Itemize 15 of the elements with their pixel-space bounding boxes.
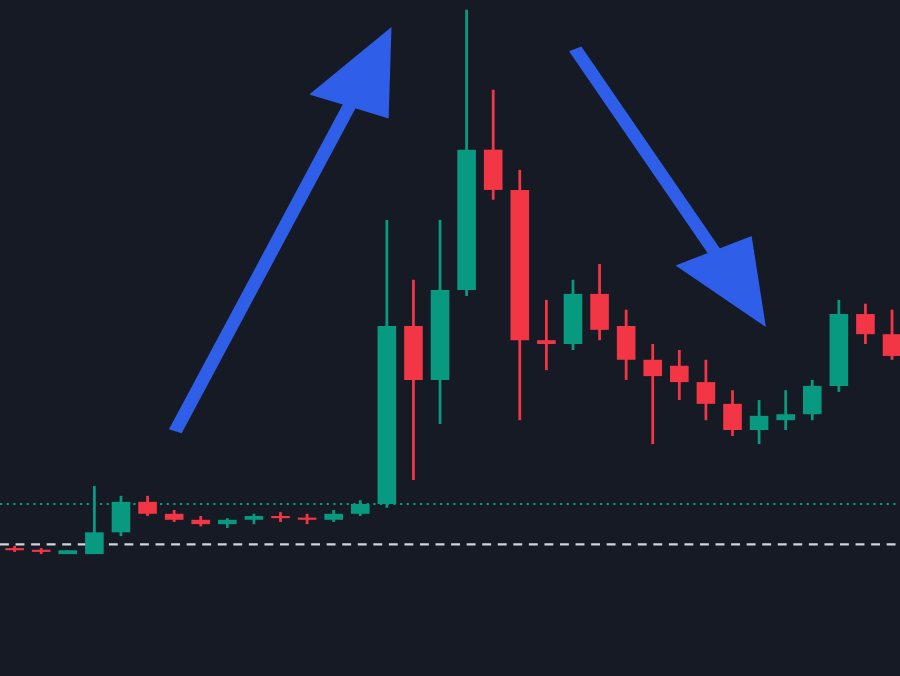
candlestick xyxy=(537,298,556,372)
candlestick xyxy=(670,348,689,402)
candlestick xyxy=(590,262,609,342)
candlestick xyxy=(749,398,769,446)
candlestick xyxy=(643,342,663,446)
candlestick xyxy=(776,388,795,432)
candlestick xyxy=(696,358,716,422)
candlestick xyxy=(802,378,822,422)
candlestick xyxy=(723,388,742,438)
candlestick xyxy=(138,494,157,518)
candlestick xyxy=(856,302,875,346)
candlestick xyxy=(483,88,503,202)
candlestick xyxy=(616,308,636,382)
candlestick xyxy=(85,484,104,556)
candlestick xyxy=(882,308,900,362)
